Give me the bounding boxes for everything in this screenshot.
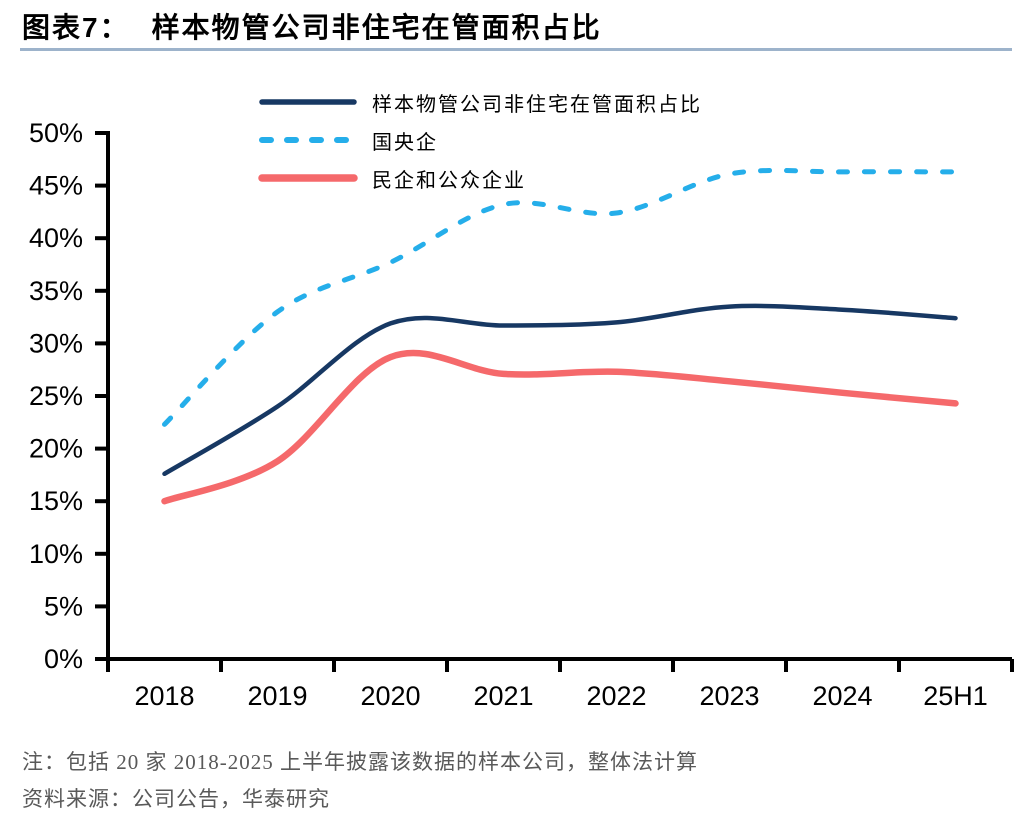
legend-item-main: 样本物管公司非住宅在管面积占比 — [258, 91, 702, 116]
x-tick-label: 2020 — [360, 681, 420, 711]
y-tick-label: 10% — [29, 539, 83, 569]
x-tick-label: 2023 — [699, 681, 759, 711]
legend-label-main: 样本物管公司非住宅在管面积占比 — [372, 93, 702, 116]
chart-source: 资料来源：公司公告，华泰研究 — [22, 787, 330, 811]
y-tick-label: 35% — [29, 276, 83, 306]
legend-item-private: 民企和公众企业 — [258, 167, 702, 192]
y-tick-label: 15% — [29, 486, 83, 516]
x-tick-label: 2021 — [473, 681, 533, 711]
y-tick-label: 0% — [44, 644, 83, 674]
y-tick-label: 5% — [44, 591, 83, 621]
x-tick-label: 2024 — [812, 681, 872, 711]
legend-line-private-swatch — [258, 174, 358, 182]
x-tick-label: 2022 — [586, 681, 646, 711]
y-tick-label: 50% — [29, 118, 83, 148]
series-line-soe — [162, 167, 958, 427]
legend-line-soe-swatch — [259, 137, 357, 143]
x-tick-label: 2019 — [247, 681, 307, 711]
legend: 样本物管公司非住宅在管面积占比 国央企 民企和公众企业 — [258, 91, 702, 205]
page-title: 样本物管公司非住宅在管面积占比 — [151, 12, 602, 43]
y-tick-label: 20% — [29, 434, 83, 464]
y-tick-label: 25% — [29, 381, 83, 411]
footnotes: 注：包括 20 家 2018-2025 上半年披露该数据的样本公司，整体法计算 … — [22, 744, 698, 818]
y-tick-label: 45% — [29, 171, 83, 201]
legend-label-private: 民企和公众企业 — [372, 169, 526, 192]
x-tick-label: 25H1 — [923, 681, 988, 711]
series-line-private — [161, 349, 959, 505]
series-line-main — [162, 303, 958, 477]
legend-item-soe: 国央企 — [258, 129, 702, 154]
x-tick-label: 2018 — [134, 681, 194, 711]
chart-note: 注：包括 20 家 2018-2025 上半年披露该数据的样本公司，整体法计算 — [22, 750, 698, 774]
title-underline — [20, 48, 1012, 51]
y-tick-label: 30% — [29, 328, 83, 358]
figure-number-label: 图表7： — [22, 12, 130, 43]
y-tick-label: 40% — [29, 223, 83, 253]
legend-label-soe: 国央企 — [372, 131, 438, 154]
legend-line-main-swatch — [259, 99, 357, 105]
figure-title-row: 图表7： 样本物管公司非住宅在管面积占比 — [22, 6, 602, 46]
